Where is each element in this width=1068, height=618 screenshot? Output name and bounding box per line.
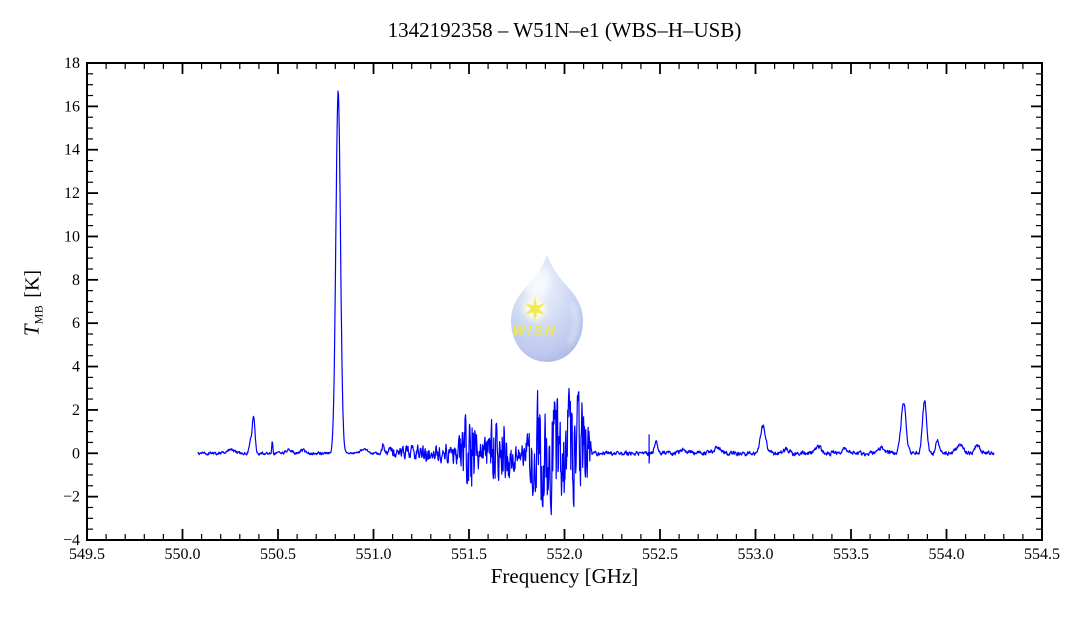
y-tick-label: 0 xyxy=(72,445,80,462)
x-tick-label: 553.0 xyxy=(738,546,774,563)
y-tick-label: 4 xyxy=(72,359,80,376)
plot-axes-and-data: 549.5 550.0 550.5 551.0 551.5 552.0 552.5 553.0… xyxy=(63,55,1060,563)
y-tick-label: 8 xyxy=(72,272,80,289)
y-tick-label: 12 xyxy=(64,185,80,202)
y-tick-label: 6 xyxy=(72,315,80,332)
x-tick-label: 552.0 xyxy=(547,546,583,563)
drop-gloss xyxy=(567,303,579,346)
y-tick-label: 14 xyxy=(64,142,80,159)
wish-logo-text: WISH xyxy=(512,323,557,338)
star-icon xyxy=(524,297,546,321)
drop-highlight xyxy=(525,267,551,299)
x-tick-label: 551.5 xyxy=(451,546,487,563)
x-tick-label: 549.5 xyxy=(69,546,105,563)
y-tick-label: −4 xyxy=(63,532,80,549)
x-tick-label: 550.5 xyxy=(260,546,296,563)
spectrum-line xyxy=(197,90,995,516)
y-tick-label: 16 xyxy=(64,98,80,115)
x-tick-label: 550.0 xyxy=(165,546,201,563)
x-tick-label: 551.0 xyxy=(356,546,392,563)
x-tick-label: 552.5 xyxy=(642,546,678,563)
x-tick-label: 554.5 xyxy=(1024,546,1060,563)
x-axis-label: Frequency [GHz] xyxy=(490,564,639,588)
x-tick-label: 553.5 xyxy=(833,546,869,563)
water-drop-icon xyxy=(511,255,583,362)
y-tick-label: 10 xyxy=(64,228,80,245)
y-tick-label: 18 xyxy=(64,55,80,72)
y-tick-label: 2 xyxy=(72,402,80,419)
wish-logo: WISH xyxy=(511,255,583,362)
y-tick-label: −2 xyxy=(63,489,80,506)
x-tick-label: 554.0 xyxy=(929,546,965,563)
plot-title: 1342192358 – W51N–e1 (WBS–H–USB) xyxy=(387,18,742,42)
